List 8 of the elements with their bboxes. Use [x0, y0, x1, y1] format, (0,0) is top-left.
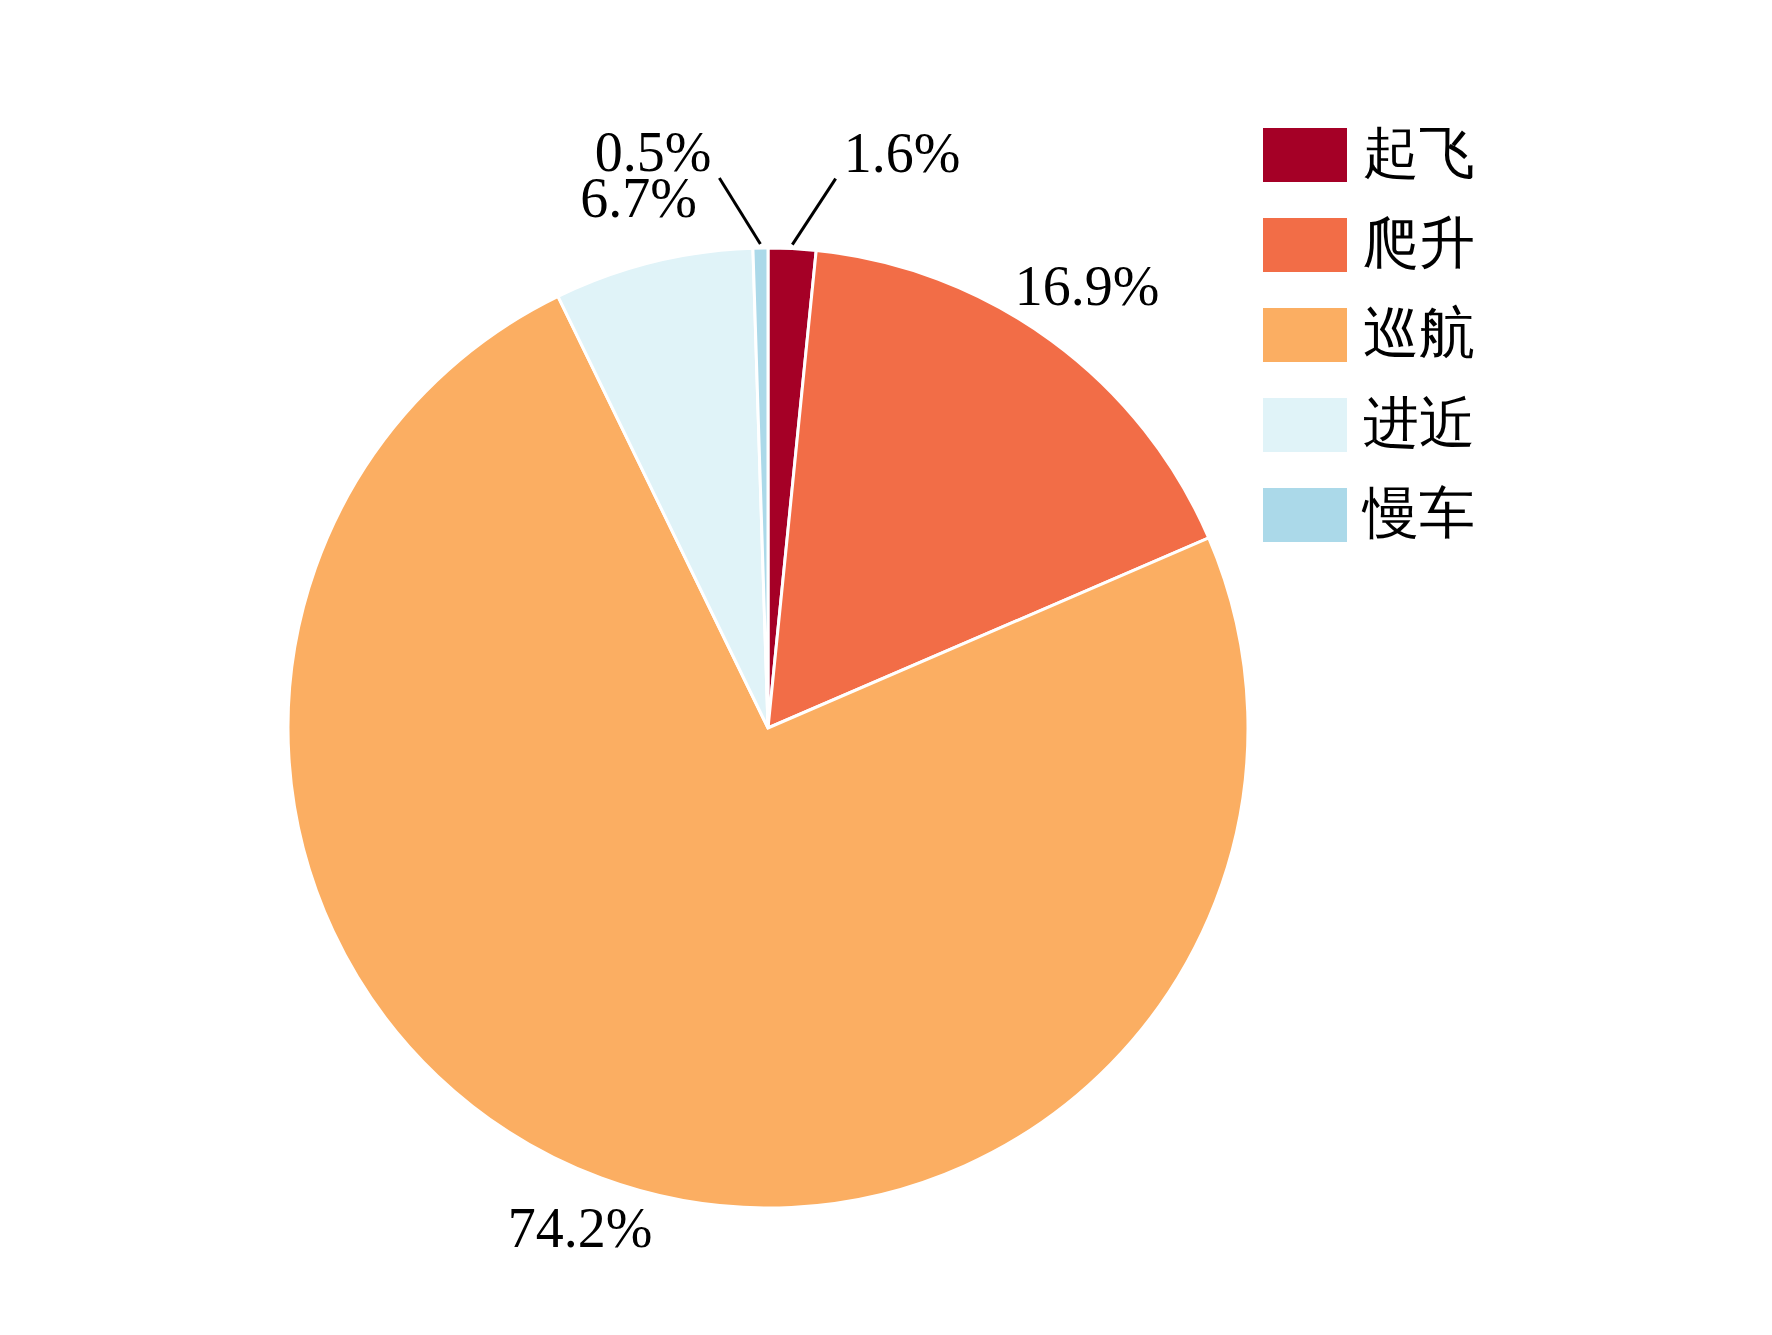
data-label: 16.9% — [1014, 255, 1160, 318]
legend-label: 巡航 — [1363, 300, 1475, 366]
legend-label: 爬升 — [1363, 210, 1475, 276]
legend-label: 进近 — [1363, 390, 1475, 456]
legend-label: 起飞 — [1363, 120, 1475, 186]
data-label: 74.2% — [507, 1197, 653, 1260]
legend-label: 慢车 — [1361, 480, 1475, 546]
data-label: 1.6% — [843, 121, 961, 184]
